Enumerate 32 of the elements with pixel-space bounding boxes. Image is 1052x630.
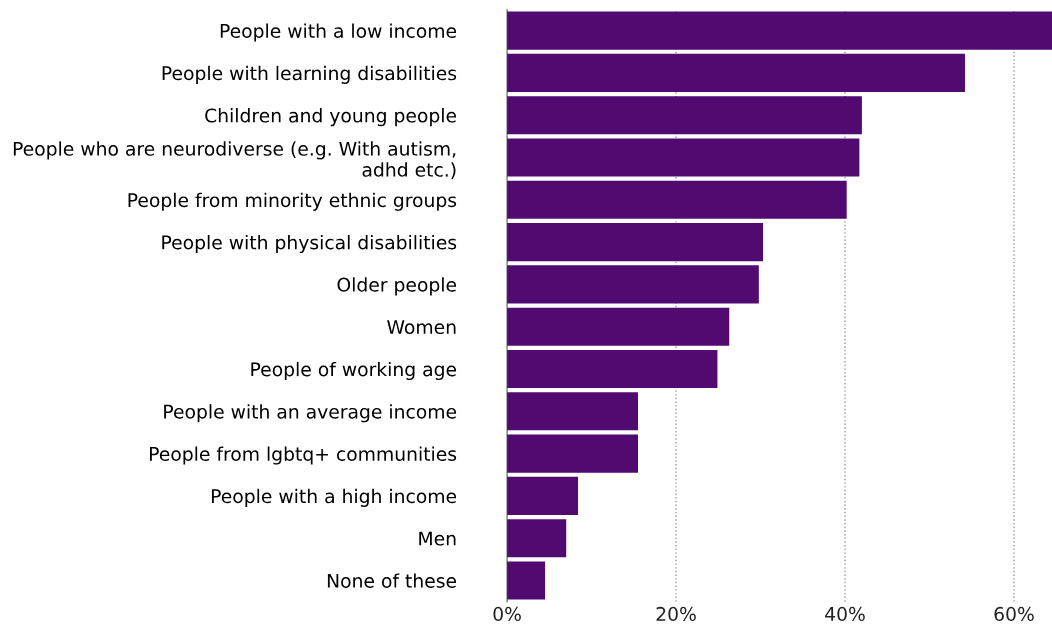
bar: [507, 561, 546, 600]
y-tick-label: People from lgbtq+ communities: [149, 446, 457, 465]
y-tick-label: Men: [419, 531, 456, 546]
y-tick-label: People who are neurodiverse (e.g. With autism, adhd etc.): [13, 141, 456, 180]
y-tick-label: People with a high income: [211, 488, 457, 507]
y-tick-label: People from minority ethnic groups: [128, 192, 457, 211]
y-tick-label: Older people: [337, 277, 457, 296]
bar: [507, 519, 567, 558]
bar: [507, 476, 579, 515]
bar: [507, 180, 847, 219]
y-tick-label: None of these: [327, 573, 457, 588]
y-tick-label: People of working age: [251, 361, 457, 381]
bar: [507, 96, 862, 135]
bar: [507, 307, 730, 346]
bar: [507, 53, 965, 92]
bar: [507, 223, 764, 262]
y-tick-label: People with an average income: [164, 404, 457, 423]
y-tick-label: People with a low income: [220, 23, 457, 42]
bar: [507, 11, 1052, 50]
bar: [507, 138, 860, 177]
y-tick-label: Children and young people: [205, 108, 457, 127]
x-tick-label: 40%: [825, 606, 865, 622]
bar: [507, 434, 639, 473]
x-tick-label: 20%: [656, 606, 696, 622]
bar: [507, 265, 759, 304]
bar: [507, 392, 639, 431]
y-tick-label: People with physical disabilities: [162, 234, 457, 254]
x-tick-label: 0%: [493, 606, 521, 622]
bar: [507, 349, 718, 389]
x-tick-label: 60%: [994, 606, 1034, 622]
y-tick-label: People with learning disabilities: [162, 65, 457, 84]
y-tick-label: Women: [387, 320, 456, 335]
